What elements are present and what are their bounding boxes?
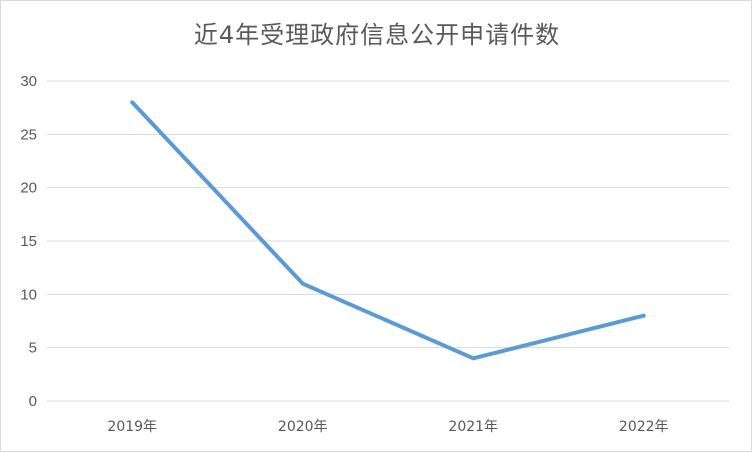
x-tick-label: 2022年: [619, 419, 669, 435]
y-tick-label: 20: [20, 180, 37, 197]
x-tick-label: 2021年: [448, 419, 498, 435]
y-tick-label: 10: [20, 286, 37, 303]
series-line: [132, 102, 644, 358]
y-tick-label: 0: [29, 393, 37, 410]
x-tick-label: 2020年: [278, 419, 328, 435]
y-tick-label: 15: [20, 233, 37, 250]
y-tick-label: 25: [20, 126, 37, 143]
x-tick-label: 2019年: [107, 419, 157, 435]
y-tick-label: 30: [20, 73, 37, 90]
y-tick-label: 5: [29, 340, 37, 357]
